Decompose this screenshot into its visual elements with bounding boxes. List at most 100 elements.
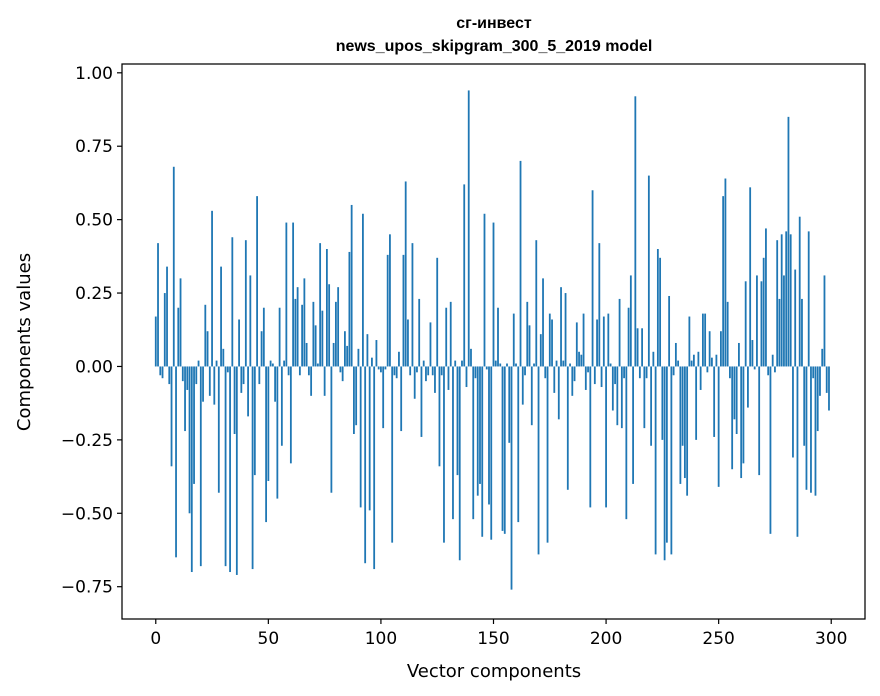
bar bbox=[533, 363, 535, 367]
bar bbox=[463, 184, 466, 367]
bar bbox=[695, 366, 698, 440]
bar bbox=[672, 366, 675, 376]
bar bbox=[756, 275, 758, 367]
bar bbox=[711, 357, 713, 367]
bar bbox=[744, 281, 747, 367]
bar bbox=[217, 366, 220, 493]
bar bbox=[616, 366, 619, 426]
bar bbox=[314, 325, 317, 367]
bar bbox=[591, 190, 594, 367]
bar bbox=[778, 298, 781, 367]
y-tick-label: −0.50 bbox=[61, 504, 113, 524]
bar bbox=[458, 366, 461, 561]
bar bbox=[301, 304, 304, 367]
bar bbox=[260, 331, 263, 367]
bar bbox=[582, 313, 585, 367]
bar bbox=[481, 366, 484, 537]
bar bbox=[278, 307, 281, 367]
bar bbox=[389, 234, 391, 367]
bar bbox=[753, 366, 756, 370]
bar bbox=[816, 366, 819, 432]
bar bbox=[215, 360, 218, 367]
bar bbox=[749, 187, 752, 367]
bar bbox=[438, 366, 441, 467]
bar bbox=[656, 249, 659, 367]
y-axis-label: Components values bbox=[14, 253, 35, 431]
bar bbox=[760, 281, 763, 367]
bar bbox=[375, 340, 378, 367]
bar bbox=[758, 366, 761, 476]
bar bbox=[310, 366, 313, 396]
bar bbox=[614, 366, 616, 385]
chart-subtitle: news_upos_skipgram_300_5_2019 model bbox=[336, 38, 653, 55]
bar bbox=[560, 287, 562, 367]
bar bbox=[632, 366, 634, 484]
bar bbox=[357, 348, 360, 367]
bar bbox=[316, 363, 319, 367]
bar bbox=[292, 222, 295, 367]
bar bbox=[674, 342, 677, 367]
bar bbox=[787, 116, 790, 367]
bar bbox=[235, 366, 238, 575]
bar bbox=[359, 366, 362, 508]
bar bbox=[341, 366, 344, 382]
bar bbox=[821, 348, 824, 367]
bar bbox=[814, 366, 817, 496]
bar bbox=[539, 334, 542, 367]
bar bbox=[593, 366, 596, 385]
bar bbox=[526, 301, 529, 367]
bar bbox=[740, 366, 743, 479]
bar bbox=[161, 366, 164, 379]
bar bbox=[738, 342, 740, 367]
bar bbox=[650, 366, 653, 446]
bar bbox=[251, 366, 254, 570]
bar bbox=[280, 366, 283, 446]
bar bbox=[467, 90, 470, 367]
bar bbox=[677, 360, 680, 367]
bar bbox=[377, 366, 380, 370]
bar bbox=[452, 366, 454, 520]
bar bbox=[391, 366, 394, 543]
bar bbox=[528, 325, 531, 367]
y-axis-ticks: −0.75 −0.50 −0.25 0.00 0.25 0.50 0.75 1.00 bbox=[61, 64, 122, 598]
bar bbox=[393, 366, 396, 376]
bar bbox=[479, 366, 481, 484]
bar bbox=[294, 298, 297, 367]
bar bbox=[618, 298, 621, 367]
bar bbox=[247, 366, 249, 417]
bar bbox=[805, 366, 808, 490]
bar bbox=[188, 366, 191, 514]
bar bbox=[303, 278, 306, 367]
bar bbox=[168, 366, 171, 385]
bar bbox=[724, 178, 727, 367]
bar bbox=[819, 366, 821, 396]
bar bbox=[557, 366, 560, 420]
bar bbox=[238, 319, 240, 367]
bar bbox=[440, 366, 443, 376]
bar bbox=[596, 319, 598, 367]
bar bbox=[402, 254, 405, 367]
bar bbox=[647, 175, 650, 367]
bar bbox=[638, 366, 641, 379]
bar bbox=[627, 307, 630, 367]
bar bbox=[305, 342, 308, 367]
bar bbox=[731, 366, 734, 470]
bar bbox=[720, 331, 722, 367]
bar bbox=[553, 366, 556, 393]
bar bbox=[598, 243, 601, 367]
y-tick-label: 0.00 bbox=[75, 357, 113, 377]
bar bbox=[506, 363, 508, 367]
bar bbox=[186, 366, 189, 390]
bar bbox=[226, 366, 229, 373]
bar bbox=[776, 240, 779, 367]
bar bbox=[184, 366, 186, 432]
bar bbox=[422, 360, 425, 367]
y-tick-label: 0.50 bbox=[75, 211, 113, 231]
bar bbox=[427, 366, 430, 376]
bar bbox=[231, 237, 234, 367]
bar bbox=[213, 366, 216, 405]
y-tick-label: −0.25 bbox=[61, 431, 113, 451]
bar bbox=[211, 210, 213, 367]
bar bbox=[497, 307, 499, 367]
